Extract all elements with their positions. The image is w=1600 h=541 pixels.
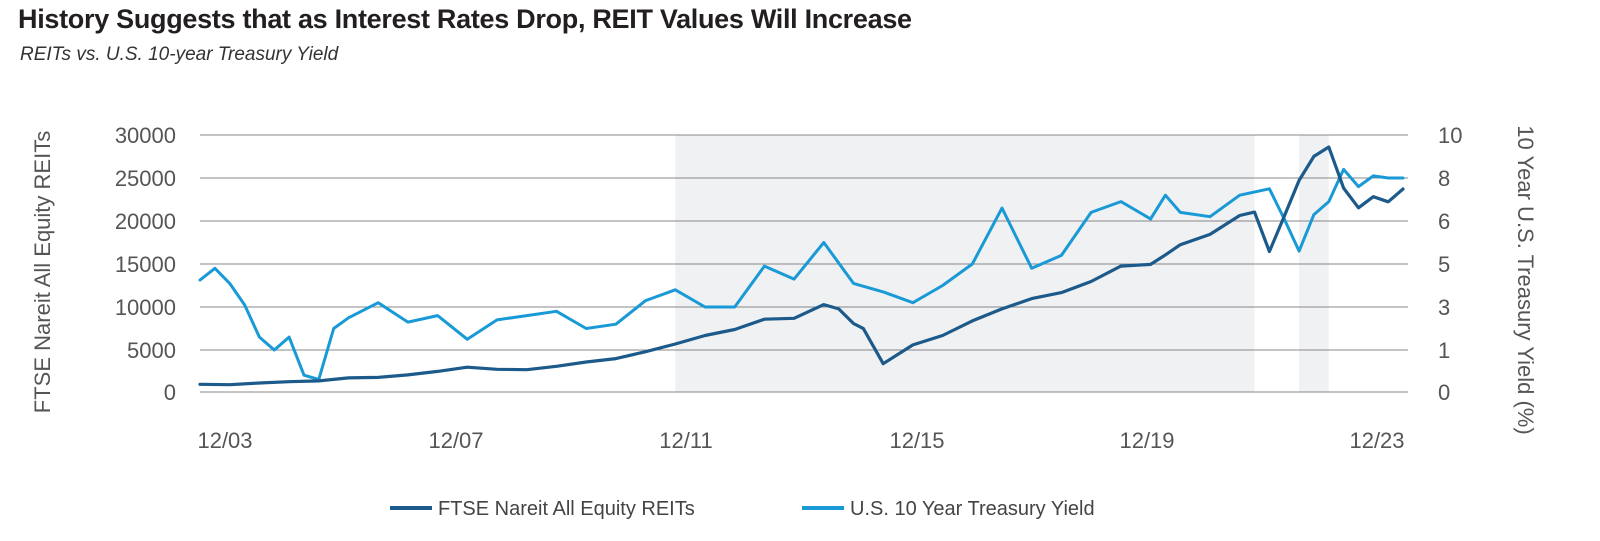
x-tick-label: 12/11 — [659, 428, 712, 453]
right-tick-label: 1 — [1438, 338, 1450, 363]
left-tick-label: 25000 — [115, 166, 176, 191]
left-axis-label: FTSE Nareit All Equity REITs — [30, 131, 55, 413]
x-tick-label: 12/23 — [1349, 428, 1404, 453]
right-tick-label: 6 — [1438, 209, 1450, 234]
right-tick-label: 0 — [1438, 380, 1450, 405]
legend-label-reits: FTSE Nareit All Equity REITs — [438, 498, 695, 520]
chart-subtitle: REITs vs. U.S. 10-year Treasury Yield — [20, 44, 339, 65]
left-tick-label: 20000 — [115, 209, 176, 234]
x-axis-ticks: 12/03 12/07 12/11 12/15 12/19 12/23 — [197, 428, 1404, 453]
x-tick-label: 12/19 — [1119, 428, 1174, 453]
left-tick-label: 15000 — [115, 252, 176, 277]
x-tick-label: 12/07 — [428, 428, 483, 453]
series-lines — [198, 145, 1405, 387]
left-tick-label: 5000 — [127, 338, 176, 363]
right-tick-label: 5 — [1438, 252, 1450, 277]
gridlines — [200, 134, 1408, 393]
left-axis-ticks: 30000 25000 20000 15000 10000 5000 0 — [115, 123, 176, 405]
series-line-reits — [198, 145, 1405, 387]
legend-label-yield: U.S. 10 Year Treasury Yield — [850, 498, 1095, 520]
x-tick-label: 12/15 — [889, 428, 944, 453]
legend: FTSE Nareit All Equity REITs U.S. 10 Yea… — [390, 498, 1095, 520]
chart-title: History Suggests that as Interest Rates … — [18, 4, 912, 34]
x-tick-label: 12/03 — [197, 428, 252, 453]
left-tick-label: 10000 — [115, 295, 176, 320]
left-tick-label: 30000 — [115, 123, 176, 148]
right-tick-label: 8 — [1438, 166, 1450, 191]
right-axis-label: 10 Year U.S. Treasury Yield (%) — [1513, 125, 1538, 434]
right-tick-label: 3 — [1438, 295, 1450, 320]
right-tick-label: 10 — [1438, 123, 1462, 148]
series-line-yield — [198, 167, 1405, 381]
left-tick-label: 0 — [164, 380, 176, 405]
